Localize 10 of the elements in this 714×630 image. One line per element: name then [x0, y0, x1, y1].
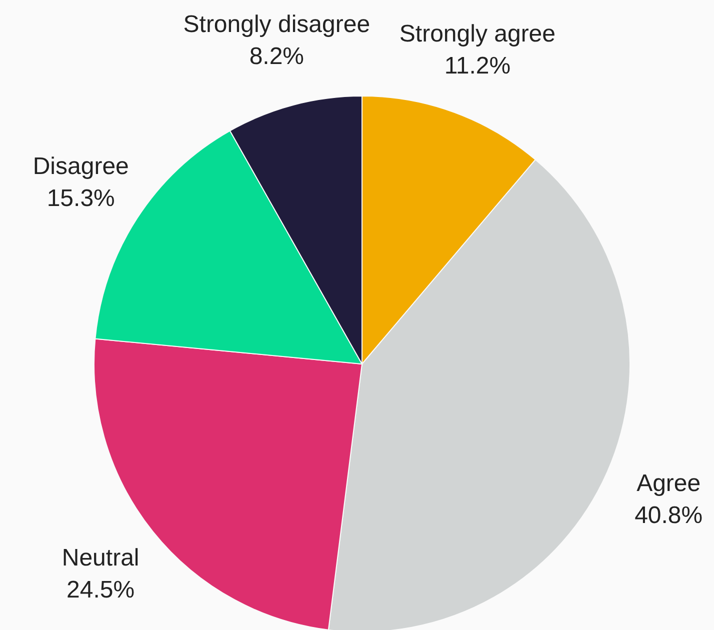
data-label: 8.2%	[249, 43, 304, 70]
data-label: 15.3%	[46, 184, 115, 212]
data-label: 11.2%	[444, 52, 511, 80]
data-label: 24.5%	[66, 576, 135, 604]
slice-label: Strongly agree	[399, 20, 556, 48]
slice-label: Agree	[636, 470, 701, 497]
data-label: 40.8%	[634, 502, 703, 529]
slice-label: Strongly disagree	[183, 11, 370, 38]
slice-label: Neutral	[62, 544, 140, 572]
slice-label: Disagree	[32, 152, 129, 180]
